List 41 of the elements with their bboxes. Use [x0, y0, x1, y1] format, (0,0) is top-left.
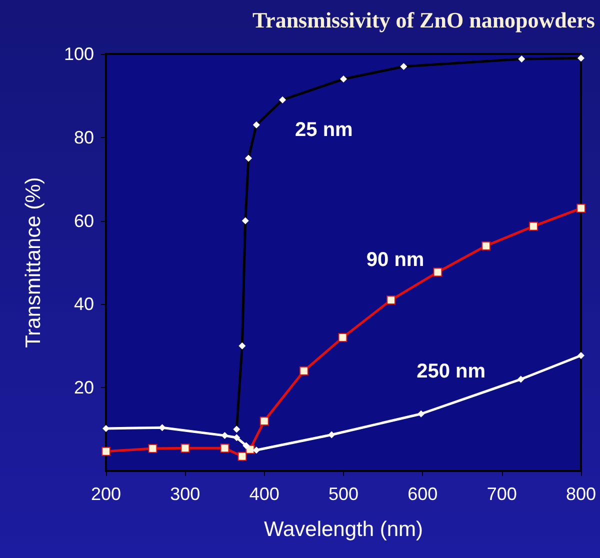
point — [433, 268, 442, 277]
x-tick-label: 600 — [408, 484, 438, 504]
point — [418, 410, 425, 418]
point — [102, 446, 110, 456]
point — [328, 431, 336, 438]
chart-title: Transmissivity of ZnO nanopowders — [252, 8, 596, 32]
point — [252, 446, 260, 454]
series-label: 90 nm — [366, 249, 424, 272]
point — [158, 424, 166, 432]
point — [338, 333, 348, 342]
point — [220, 444, 230, 453]
series-label: 25 nm — [295, 118, 353, 141]
x-tick-label: 400 — [249, 484, 280, 504]
point — [221, 432, 228, 440]
x-tick-label: 300 — [170, 484, 200, 504]
point — [517, 376, 524, 383]
x-tick-label: 500 — [328, 484, 359, 504]
point — [576, 204, 586, 213]
point — [242, 442, 250, 450]
point — [148, 444, 158, 453]
point — [482, 241, 490, 250]
point — [102, 424, 110, 432]
point — [233, 434, 240, 442]
y-tick-label: 60 — [74, 210, 94, 231]
series-label: 250 nm — [416, 360, 486, 382]
x-tick-label: 800 — [566, 484, 596, 504]
point — [238, 452, 247, 461]
y-tick-label: 40 — [74, 294, 94, 314]
point — [180, 444, 190, 453]
y-tick-label: 100 — [64, 44, 94, 64]
point — [529, 222, 538, 231]
x-tick-label: 200 — [90, 484, 122, 504]
y-tick-label: 80 — [74, 127, 94, 148]
x-axis-title: Wavelength (nm) — [264, 518, 424, 541]
y-tick-label: 20 — [74, 378, 94, 398]
point — [386, 296, 396, 305]
point — [578, 352, 584, 359]
point — [260, 416, 269, 426]
point — [299, 366, 308, 376]
y-axis-title: Transmittance (%) — [22, 177, 45, 348]
x-tick-label: 700 — [486, 484, 517, 504]
